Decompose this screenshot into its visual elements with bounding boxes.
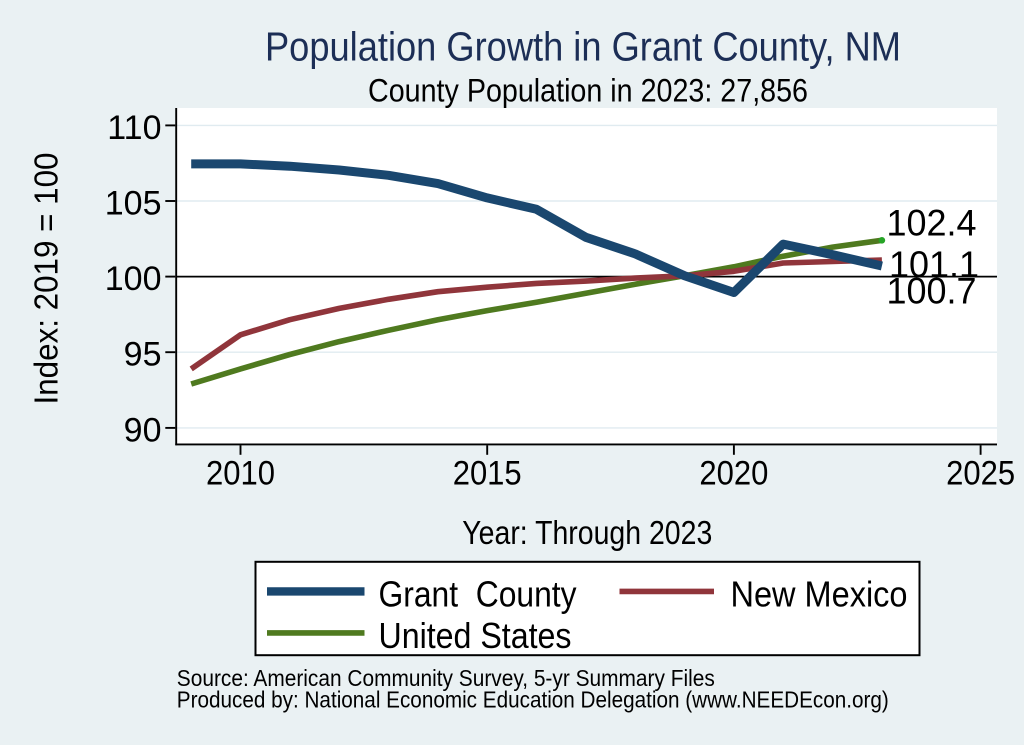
- svg-text:County Population in 2023: 27,: County Population in 2023: 27,856: [368, 72, 808, 108]
- svg-text:2025: 2025: [946, 454, 1015, 492]
- svg-text:100.7: 100.7: [887, 270, 977, 311]
- svg-text:United States: United States: [379, 615, 572, 656]
- svg-text:105: 105: [105, 184, 162, 222]
- svg-text:Produced by: National Economic: Produced by: National Economic Education…: [177, 686, 889, 712]
- svg-text:Index: 2019 = 100: Index: 2019 = 100: [27, 153, 64, 405]
- svg-text:2020: 2020: [699, 454, 768, 492]
- svg-text:Source: American Community Sur: Source: American Community Survey, 5-yr …: [177, 665, 715, 691]
- svg-text:2015: 2015: [453, 454, 522, 492]
- svg-text:100: 100: [105, 260, 162, 298]
- svg-text:101.1: 101.1: [889, 244, 979, 285]
- svg-text:Grant County: Grant County: [379, 574, 577, 615]
- svg-text:102.4: 102.4: [887, 202, 977, 243]
- svg-text:Year: Through 2023: Year: Through 2023: [462, 514, 712, 551]
- svg-text:95: 95: [124, 336, 162, 374]
- svg-text:New Mexico: New Mexico: [731, 574, 908, 615]
- svg-text:2010: 2010: [206, 454, 275, 492]
- svg-text:Population Growth in Grant Cou: Population Growth in Grant County, NM: [265, 24, 901, 70]
- svg-text:90: 90: [124, 411, 162, 449]
- svg-text:110: 110: [107, 109, 161, 147]
